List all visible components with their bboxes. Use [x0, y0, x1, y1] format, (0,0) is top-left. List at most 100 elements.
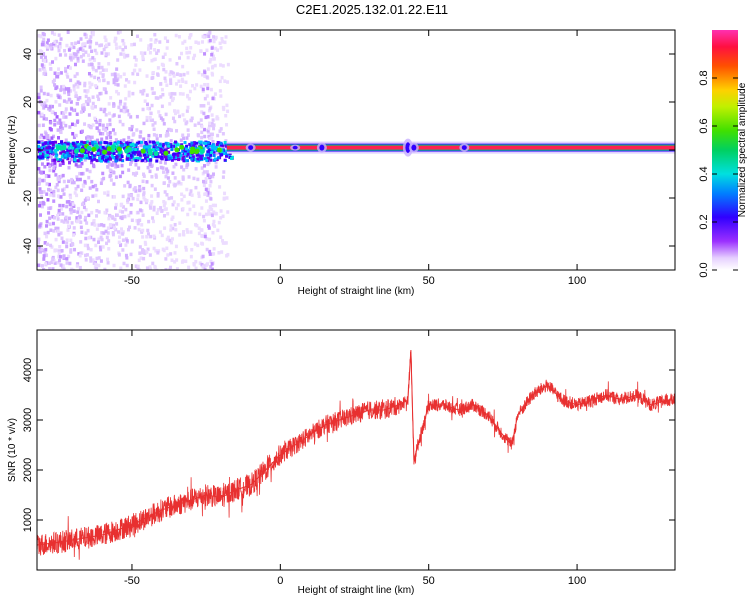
band-cell: [82, 156, 86, 160]
noise-cell: [65, 43, 69, 48]
noise-cell: [147, 133, 151, 138]
noise-cell: [56, 229, 60, 233]
noise-cell: [74, 91, 78, 95]
noise-cell: [223, 241, 227, 245]
noise-cell: [61, 240, 65, 244]
noise-cell: [155, 137, 159, 141]
band-cell: [207, 148, 211, 152]
noise-cell: [113, 226, 117, 230]
noise-cell: [55, 182, 59, 187]
noise-cell: [205, 247, 209, 252]
noise-cell: [107, 239, 111, 243]
band-cell: [220, 153, 224, 157]
noise-cell: [163, 52, 167, 56]
noise-cell: [169, 128, 173, 133]
noise-cell: [173, 119, 177, 124]
noise-cell: [158, 230, 162, 234]
noise-cell: [80, 230, 84, 234]
noise-cell: [142, 256, 146, 261]
noise-cell: [122, 42, 126, 46]
noise-cell: [154, 38, 158, 43]
noise-cell: [200, 110, 204, 114]
band-cell: [99, 159, 103, 163]
noise-cell: [176, 110, 180, 114]
noise-cell: [111, 223, 115, 228]
noise-cell: [78, 253, 82, 258]
noise-cell: [175, 129, 179, 133]
noise-cell: [211, 73, 215, 77]
noise-cell: [96, 199, 100, 204]
noise-cell: [70, 177, 74, 182]
band-cell: [48, 141, 52, 145]
noise-cell: [116, 73, 120, 77]
band-cell: [192, 143, 196, 147]
band-cell: [216, 141, 220, 145]
band-cell: [71, 142, 75, 146]
noise-cell: [48, 43, 52, 48]
noise-cell: [136, 145, 140, 150]
noise-cell: [122, 109, 126, 113]
noise-cell: [142, 191, 146, 195]
noise-cell: [140, 223, 144, 227]
noise-cell: [130, 42, 134, 47]
chart-title: C2E1.2025.132.01.22.E11: [296, 2, 448, 17]
band-cell: [168, 156, 172, 160]
band-cell: [212, 150, 216, 154]
band-cell: [122, 144, 126, 148]
noise-cell: [67, 97, 71, 102]
noise-cell: [70, 122, 74, 127]
noise-cell: [219, 235, 223, 239]
noise-cell: [58, 45, 62, 49]
noise-cell: [135, 114, 139, 119]
noise-cell: [116, 92, 120, 96]
noise-cell: [57, 232, 61, 237]
noise-cell: [73, 62, 77, 67]
band-cell: [53, 148, 57, 152]
noise-cell: [39, 85, 43, 90]
noise-cell: [100, 231, 104, 235]
noise-cell: [84, 207, 88, 212]
noise-cell: [47, 211, 51, 215]
noise-cell: [153, 187, 157, 191]
noise-cell: [91, 194, 95, 198]
spectrogram-x-tick-label: -50: [124, 275, 140, 287]
noise-cell: [53, 32, 57, 37]
noise-cell: [100, 51, 104, 55]
noise-cell: [224, 114, 228, 118]
snr-x-tick-label: 0: [277, 575, 283, 587]
noise-cell: [79, 164, 83, 169]
noise-cell: [188, 207, 192, 212]
noise-cell: [44, 149, 48, 153]
band-peak: [193, 149, 199, 155]
noise-cell: [186, 93, 190, 98]
band-cell: [199, 142, 203, 146]
noise-cell: [71, 132, 75, 136]
band-cell: [115, 142, 119, 146]
noise-cell: [95, 266, 99, 270]
noise-cell: [145, 250, 149, 254]
noise-cell: [139, 89, 143, 94]
noise-cell: [89, 73, 93, 78]
noise-cell: [71, 242, 75, 247]
noise-cell: [129, 252, 133, 257]
band-cell: [140, 140, 144, 144]
band-peak: [190, 146, 196, 152]
noise-cell: [175, 72, 179, 77]
noise-cell: [197, 226, 201, 230]
noise-cell: [138, 208, 142, 212]
noise-cell: [47, 261, 51, 265]
noise-cell: [197, 41, 201, 45]
band-cell: [155, 159, 159, 163]
noise-cell: [66, 228, 70, 232]
noise-cell: [135, 171, 139, 175]
noise-cell: [72, 45, 76, 50]
noise-cell: [75, 216, 79, 220]
snr-line: [37, 351, 675, 560]
noise-cell: [226, 109, 230, 114]
band-cell: [202, 147, 206, 151]
noise-cell: [208, 38, 212, 43]
noise-cell: [87, 62, 91, 67]
noise-cell: [197, 191, 201, 196]
noise-cell: [196, 133, 200, 137]
band-cell: [46, 150, 50, 154]
